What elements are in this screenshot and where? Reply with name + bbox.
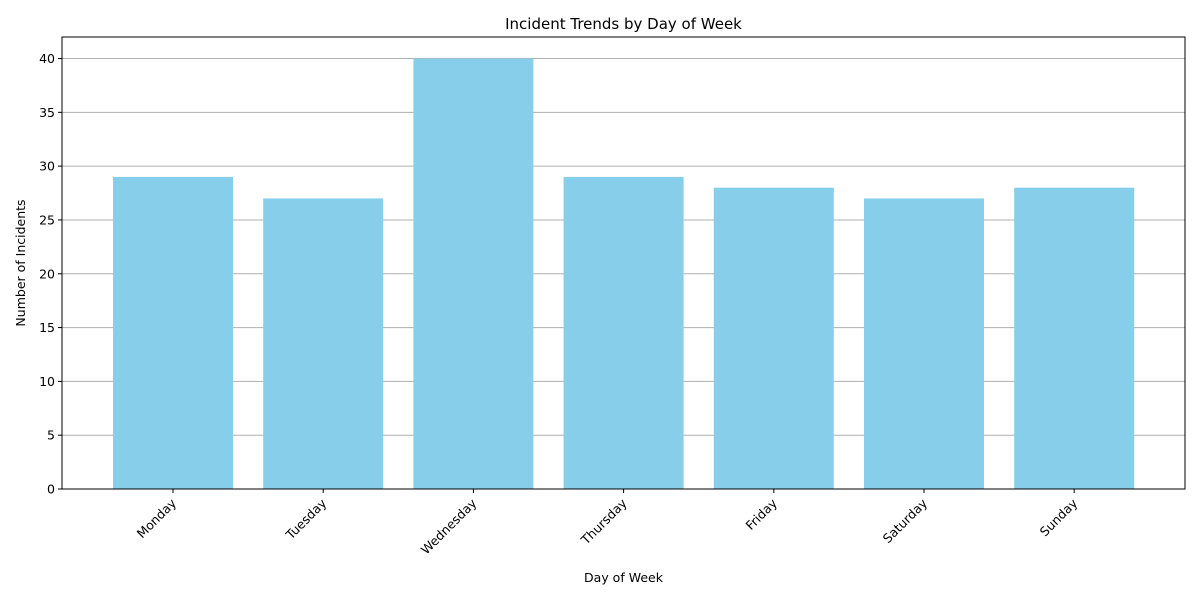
y-tick-label: 0 — [47, 482, 55, 497]
x-axis-ticks: Monday Tuesday Wednesday Thursday Friday Satu… — [134, 489, 1081, 557]
x-axis-label: Day of Week — [584, 570, 664, 585]
bar-monday — [113, 176, 233, 489]
y-tick-label: 15 — [39, 320, 55, 335]
bars-layer — [113, 58, 1135, 490]
x-tick-label: Friday — [743, 495, 781, 533]
y-axis-ticks: 0 5 10 15 20 25 30 35 40 — [39, 51, 62, 497]
y-tick-label: 20 — [39, 266, 55, 281]
x-tick-label: Wednesday — [418, 495, 480, 557]
bar-friday — [713, 187, 834, 489]
y-axis-label: Number of Incidents — [13, 199, 28, 326]
bar-sunday — [1014, 187, 1135, 489]
x-tick-label: Tuesday — [282, 495, 330, 543]
x-tick-label: Sunday — [1037, 495, 1081, 539]
bar-saturday — [864, 198, 984, 489]
y-tick-label: 40 — [39, 51, 55, 66]
bar-wednesday — [413, 58, 534, 490]
y-tick-label: 35 — [39, 105, 55, 120]
x-tick-label: Monday — [134, 495, 180, 541]
bar-tuesday — [263, 198, 384, 489]
y-tick-label: 5 — [47, 428, 55, 443]
y-tick-label: 30 — [39, 159, 55, 174]
y-tick-label: 25 — [39, 212, 55, 227]
chart-title: Incident Trends by Day of Week — [505, 15, 742, 33]
y-tick-label: 10 — [39, 374, 55, 389]
bar-thursday — [563, 176, 684, 489]
x-tick-label: Saturday — [880, 495, 931, 546]
x-tick-label: Thursday — [577, 495, 630, 548]
